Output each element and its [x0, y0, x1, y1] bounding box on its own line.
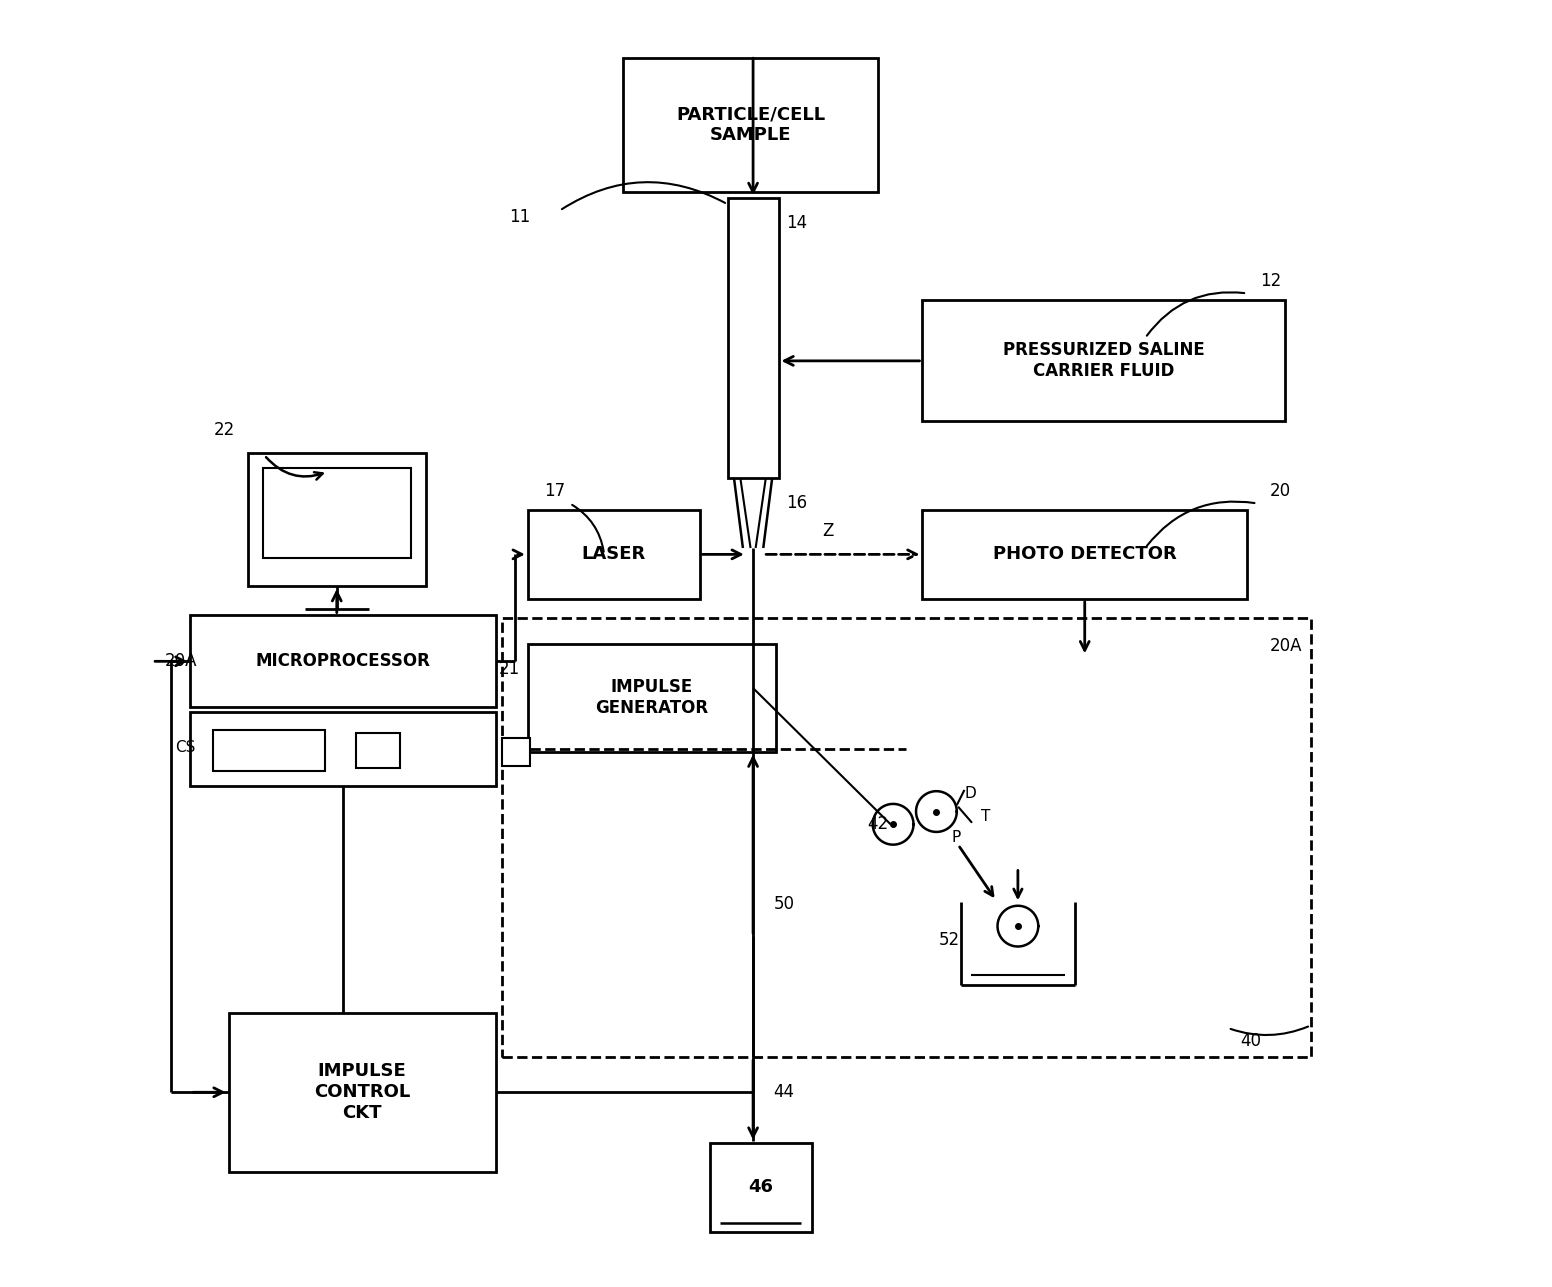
- Text: 22: 22: [213, 421, 234, 439]
- Text: 46: 46: [748, 1178, 773, 1196]
- Text: P: P: [951, 830, 961, 844]
- Text: 21: 21: [498, 660, 520, 678]
- FancyBboxPatch shape: [191, 615, 497, 707]
- Text: 52: 52: [939, 931, 961, 949]
- Text: 17: 17: [545, 481, 565, 499]
- Text: 42: 42: [868, 815, 889, 833]
- Text: Z: Z: [823, 523, 833, 541]
- FancyBboxPatch shape: [922, 300, 1285, 421]
- FancyBboxPatch shape: [709, 1143, 812, 1232]
- FancyBboxPatch shape: [624, 58, 878, 192]
- Text: 50: 50: [773, 896, 795, 914]
- Text: 12: 12: [1260, 272, 1280, 290]
- Text: 20A: 20A: [1270, 637, 1302, 655]
- FancyBboxPatch shape: [728, 198, 779, 477]
- Text: 20A: 20A: [165, 653, 197, 671]
- Text: 11: 11: [509, 208, 529, 227]
- FancyBboxPatch shape: [503, 737, 531, 766]
- Text: IMPULSE
GENERATOR: IMPULSE GENERATOR: [596, 678, 708, 717]
- Text: T: T: [981, 810, 990, 824]
- Text: LASER: LASER: [582, 546, 646, 564]
- FancyBboxPatch shape: [355, 732, 400, 768]
- FancyBboxPatch shape: [213, 730, 326, 771]
- FancyBboxPatch shape: [262, 467, 411, 559]
- Text: 20: 20: [1270, 481, 1291, 499]
- Text: PHOTO DETECTOR: PHOTO DETECTOR: [993, 546, 1176, 564]
- Text: 16: 16: [787, 494, 807, 512]
- FancyBboxPatch shape: [922, 510, 1248, 598]
- Text: 14: 14: [787, 215, 807, 233]
- Text: D: D: [964, 786, 976, 802]
- FancyBboxPatch shape: [228, 1013, 497, 1172]
- Text: IMPULSE
CONTROL
CKT: IMPULSE CONTROL CKT: [314, 1063, 410, 1122]
- Text: MICROPROCESSOR: MICROPROCESSOR: [256, 653, 430, 671]
- Text: PRESSURIZED SALINE
CARRIER FLUID: PRESSURIZED SALINE CARRIER FLUID: [1003, 341, 1204, 380]
- Text: 40: 40: [1240, 1032, 1262, 1050]
- Text: 44: 44: [773, 1082, 795, 1100]
- FancyBboxPatch shape: [528, 510, 700, 598]
- FancyBboxPatch shape: [528, 644, 776, 752]
- Text: CS: CS: [175, 740, 196, 755]
- FancyBboxPatch shape: [248, 453, 425, 586]
- FancyBboxPatch shape: [191, 712, 497, 786]
- Text: PARTICLE/CELL
SAMPLE: PARTICLE/CELL SAMPLE: [677, 106, 826, 144]
